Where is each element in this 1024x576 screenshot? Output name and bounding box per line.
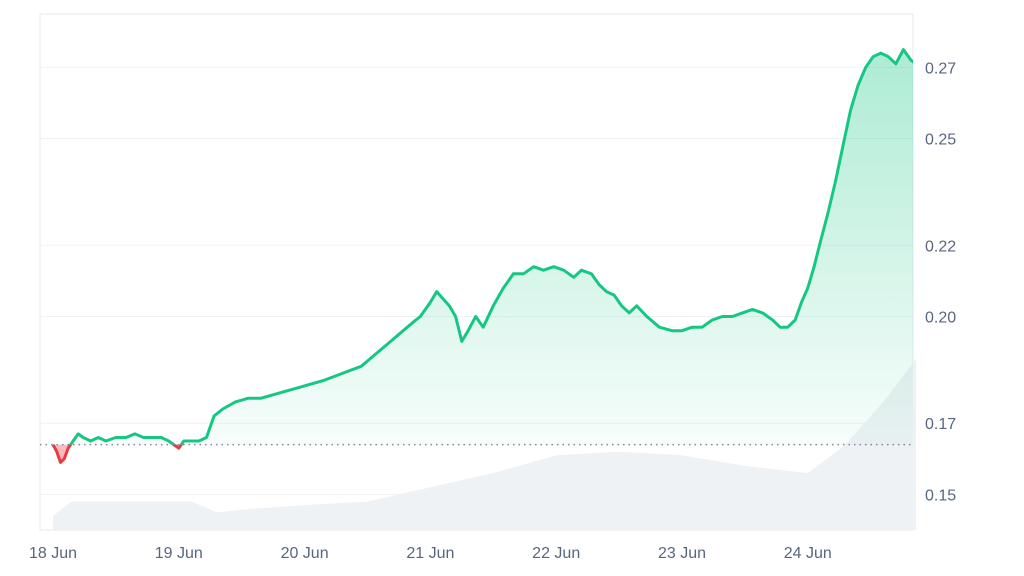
volume-shape <box>53 359 916 530</box>
y-axis-ticks: 0.15 0.17 0.20 0.22 0.25 0.27 <box>925 60 956 504</box>
price-line <box>51 48 913 464</box>
x-axis-ticks: 18 Jun 19 Jun 20 Jun 21 Jun 22 Jun 23 Jun 24 J… <box>29 545 832 562</box>
area-above-baseline <box>70 49 913 445</box>
x-tick-label: 21 Jun <box>406 545 454 562</box>
y-tick-label: 0.17 <box>925 416 956 433</box>
y-tick-label: 0.22 <box>925 238 956 255</box>
x-tick-label: 20 Jun <box>281 545 329 562</box>
x-tick-label: 18 Jun <box>29 545 77 562</box>
volume-area <box>53 359 916 530</box>
x-tick-label: 19 Jun <box>155 545 203 562</box>
x-tick-label: 23 Jun <box>658 545 706 562</box>
series-line-up <box>53 48 913 445</box>
y-tick-label: 0.15 <box>925 487 956 504</box>
x-tick-label: 22 Jun <box>532 545 580 562</box>
price-area <box>53 49 913 463</box>
x-tick-label: 24 Jun <box>784 545 832 562</box>
plot-frame <box>39 13 914 531</box>
y-tick-label: 0.25 <box>925 132 956 149</box>
y-tick-label: 0.20 <box>925 309 956 326</box>
y-tick-label: 0.27 <box>925 60 956 77</box>
